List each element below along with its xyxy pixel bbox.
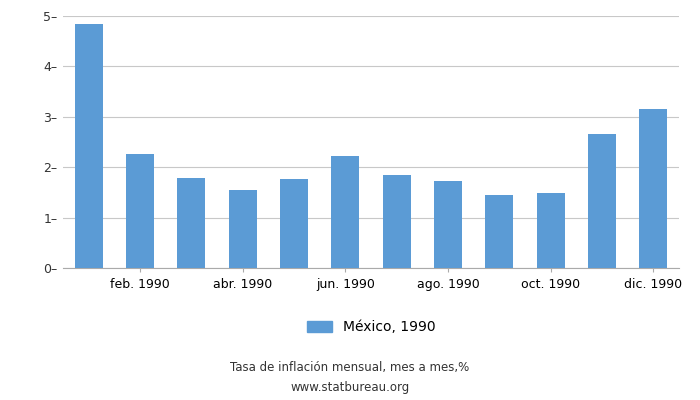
Bar: [536, 194, 565, 268]
Text: Tasa de inflación mensual, mes a mes,%: Tasa de inflación mensual, mes a mes,%: [230, 362, 470, 374]
Bar: [588, 134, 616, 268]
Bar: [126, 154, 154, 268]
Text: www.statbureau.org: www.statbureau.org: [290, 382, 410, 394]
Bar: [280, 179, 308, 268]
Bar: [639, 109, 667, 268]
Bar: [434, 181, 462, 268]
Bar: [485, 195, 513, 268]
Bar: [331, 156, 360, 268]
Bar: [228, 190, 257, 268]
Bar: [382, 175, 411, 268]
Legend: México, 1990: México, 1990: [307, 320, 435, 334]
Bar: [74, 24, 103, 268]
Bar: [177, 178, 206, 268]
